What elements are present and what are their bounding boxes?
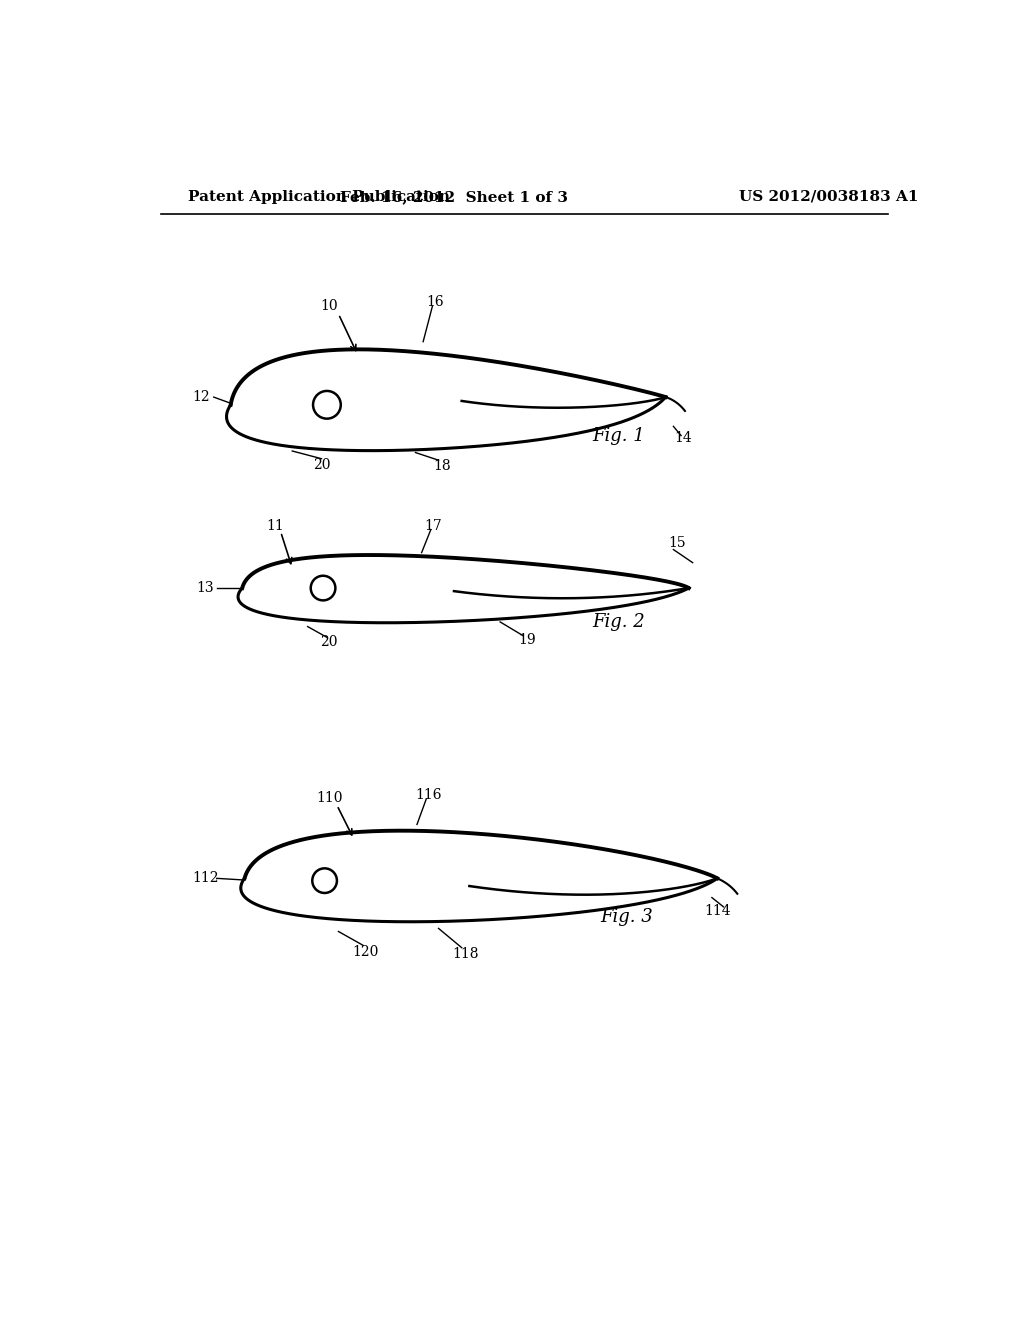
- Text: 20: 20: [312, 458, 331, 471]
- Text: Feb. 16, 2012  Sheet 1 of 3: Feb. 16, 2012 Sheet 1 of 3: [340, 190, 568, 203]
- Text: US 2012/0038183 A1: US 2012/0038183 A1: [739, 190, 919, 203]
- Text: 112: 112: [193, 871, 218, 886]
- Text: 18: 18: [433, 459, 452, 474]
- Text: 13: 13: [197, 581, 214, 595]
- Text: 118: 118: [453, 946, 479, 961]
- Text: Fig. 1: Fig. 1: [593, 426, 645, 445]
- Text: 17: 17: [424, 519, 442, 533]
- Text: Fig. 2: Fig. 2: [593, 612, 645, 631]
- Text: 19: 19: [518, 634, 536, 647]
- Text: 16: 16: [426, 296, 443, 309]
- Text: Fig. 3: Fig. 3: [600, 908, 653, 925]
- Text: 14: 14: [675, 430, 692, 445]
- Text: Patent Application Publication: Patent Application Publication: [188, 190, 451, 203]
- Text: 120: 120: [352, 945, 379, 958]
- Text: 110: 110: [316, 791, 342, 804]
- Text: 15: 15: [669, 536, 686, 550]
- Text: 11: 11: [266, 519, 285, 533]
- Text: 116: 116: [416, 788, 441, 803]
- Text: 114: 114: [703, 904, 730, 917]
- Text: 10: 10: [321, 300, 338, 313]
- Text: 12: 12: [193, 391, 210, 404]
- Text: 20: 20: [321, 635, 338, 649]
